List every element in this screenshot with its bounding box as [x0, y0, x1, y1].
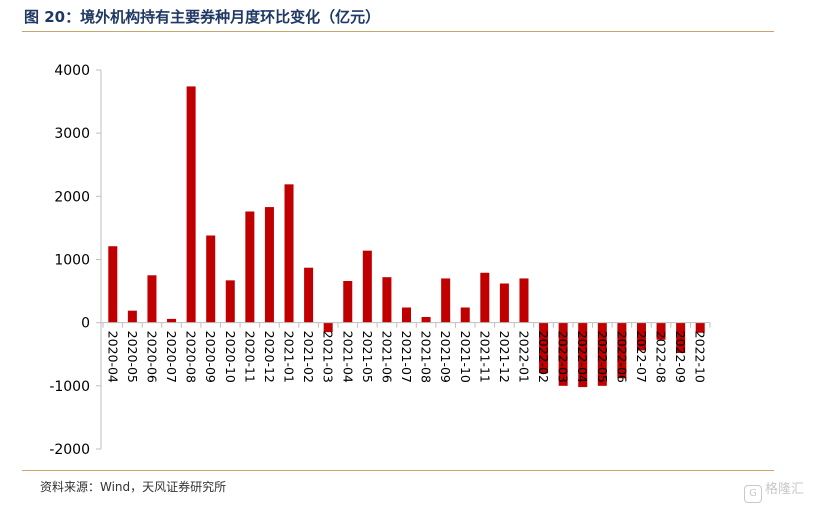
bar [401, 307, 412, 323]
bar [245, 211, 255, 323]
bar-series [108, 86, 705, 388]
bar [304, 267, 314, 323]
bar [676, 322, 686, 353]
bar [421, 316, 431, 323]
title-divider [22, 31, 774, 32]
x-tick-label: 2020-07 [164, 331, 179, 383]
footer-divider [22, 470, 774, 471]
bar [695, 322, 705, 333]
x-tick-label: 2022-01 [516, 331, 531, 383]
x-tick-label: 2021-02 [301, 331, 316, 383]
y-tick-label: 2000 [54, 189, 90, 205]
bar [636, 322, 646, 351]
bar [382, 277, 392, 323]
bar [499, 283, 509, 323]
x-tick-label: 2022-08 [654, 331, 669, 383]
x-tick-label: 2021-09 [438, 331, 453, 383]
bar [480, 272, 490, 323]
bar [441, 278, 451, 323]
chart-title: 图 20：境外机构持有主要券种月度环比变化（亿元） [24, 8, 381, 26]
y-tick-label: -1000 [49, 379, 90, 395]
x-tick-label: 2022-06 [614, 331, 629, 383]
x-tick-label: 2021-12 [497, 331, 512, 383]
bar [186, 86, 196, 323]
bar [617, 322, 627, 379]
bar [519, 278, 529, 323]
x-tick-label: 2022-09 [673, 331, 688, 383]
bar [127, 310, 137, 323]
x-tick-label: 2022-05 [595, 331, 610, 383]
x-tick-label: 2020-08 [184, 331, 199, 383]
y-tick-label: 3000 [54, 126, 90, 142]
x-tick-label: 2022-04 [575, 331, 590, 383]
x-axis [101, 322, 711, 328]
x-tick-label: 2022-10 [693, 331, 708, 383]
x-tick-label: 2022-07 [634, 331, 649, 383]
bar [167, 318, 177, 323]
y-tick-label: 1000 [54, 253, 90, 269]
x-tick-label: 2021-03 [321, 331, 336, 383]
y-tick-label: -2000 [49, 442, 90, 458]
bar [206, 235, 216, 323]
y-axis: -2000 -1000 0 1000 2000 3000 4000 [49, 63, 102, 458]
bar [284, 184, 294, 323]
bar [597, 322, 607, 386]
bar [460, 307, 470, 323]
y-tick-label: 0 [81, 316, 90, 332]
bar [108, 246, 118, 323]
bar [656, 322, 666, 340]
bar [225, 280, 235, 323]
source-note: 资料来源：Wind，天风证券研究所 [40, 480, 227, 494]
x-tick-label: 2021-11 [477, 331, 492, 383]
x-tick-label: 2020-05 [125, 331, 140, 383]
x-tick-label: 2020-09 [203, 331, 218, 383]
bar [147, 275, 157, 323]
bar [323, 322, 333, 333]
bar [343, 280, 353, 323]
y-tick-label: 4000 [54, 63, 90, 79]
x-tick-label: 2021-01 [282, 331, 297, 383]
x-tick-label: 2020-06 [144, 331, 159, 383]
x-tick-label: 2021-05 [360, 331, 375, 383]
x-tick-label: 2021-08 [419, 331, 434, 383]
x-tick-label: 2022-03 [556, 331, 571, 383]
bar [578, 322, 588, 388]
x-tick-label: 2021-10 [458, 331, 473, 383]
bar [362, 250, 372, 323]
x-tick-label: 2020-11 [242, 331, 257, 383]
x-tick-label: 2021-07 [399, 331, 414, 383]
x-tick-label: 2021-04 [340, 331, 355, 383]
watermark: G 格隆汇 [744, 478, 804, 503]
x-tick-labels: 2020-04 2020-05 2020-06 2020-07 2020-08 2020-… [105, 331, 707, 383]
x-tick-label: 2022-02 [536, 331, 551, 383]
x-tick-label: 2020-04 [105, 331, 120, 383]
watermark-text: 格隆汇 [765, 482, 805, 497]
x-tick-label: 2021-06 [379, 331, 394, 383]
bar [558, 322, 568, 386]
x-tick-label: 2020-10 [223, 331, 238, 383]
bar [264, 207, 274, 323]
bar [539, 322, 549, 374]
watermark-logo-icon: G [744, 485, 762, 503]
x-tick-label: 2020-12 [262, 331, 277, 383]
